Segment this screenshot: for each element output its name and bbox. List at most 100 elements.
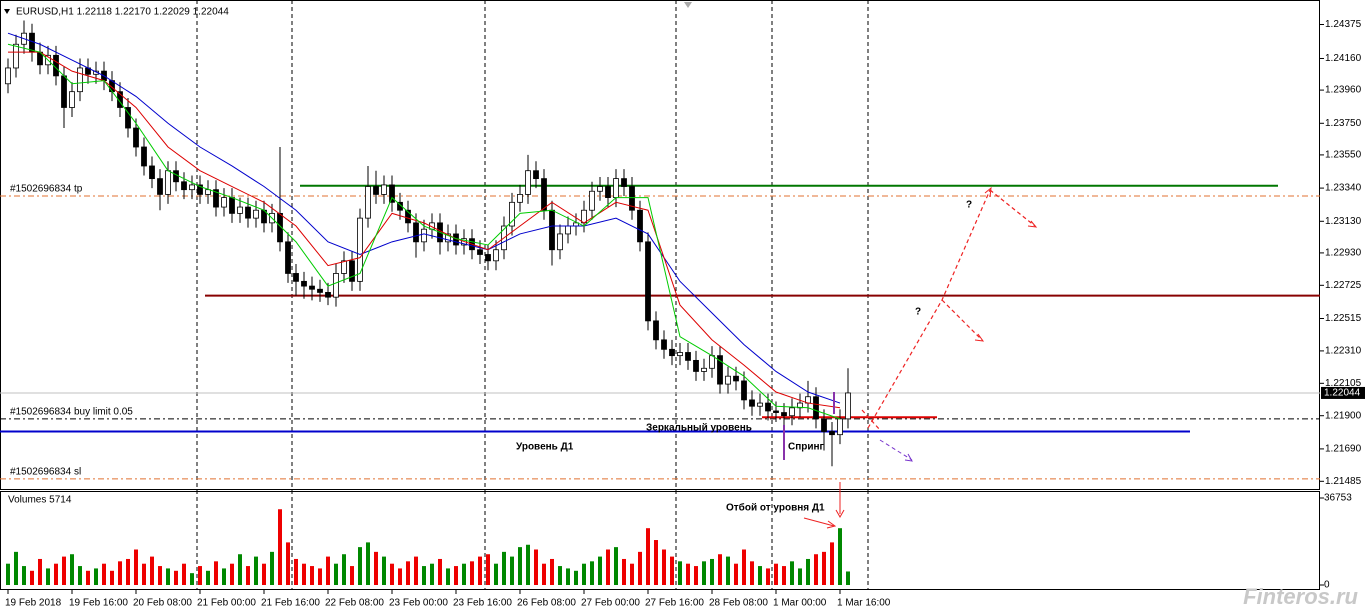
moving-average: [8, 51, 841, 409]
volume-bar: [334, 563, 338, 585]
volume-bar: [6, 563, 10, 585]
x-tick-label: 27 Feb 16:00: [645, 598, 704, 609]
volume-bar: [310, 566, 314, 585]
candle-body: [541, 178, 547, 211]
y-tick-label: 1.23960: [1325, 85, 1362, 96]
candle-body: [197, 184, 203, 195]
candle-body: [597, 186, 603, 192]
y-tick-label: 1.23550: [1325, 150, 1362, 161]
volume-bar: [38, 558, 42, 585]
volume-bar: [798, 568, 802, 585]
candle-body: [813, 396, 819, 420]
volume-bar: [534, 549, 538, 585]
volume-bar: [494, 563, 498, 585]
volume-bar: [302, 563, 306, 585]
current-price-label: 1.22044: [1324, 388, 1361, 399]
y-tick-label: 1.23340: [1325, 183, 1362, 194]
volume-bar: [182, 563, 186, 585]
volume-title: Volumes 5714: [8, 495, 72, 506]
volume-bar: [510, 556, 514, 585]
arrow-head: [826, 520, 837, 529]
volume-bar: [846, 571, 850, 585]
x-tick-label: 1 Mar 16:00: [837, 598, 891, 609]
candle-body: [181, 181, 187, 191]
x-tick-label: 28 Feb 08:00: [709, 598, 768, 609]
volume-bar: [222, 568, 226, 585]
candle-body: [165, 170, 171, 195]
volume-bar: [406, 561, 410, 585]
forecast-down: [861, 409, 881, 431]
y-tick-label: 0: [1324, 580, 1330, 591]
candle-body: [77, 67, 83, 93]
volume-bar: [686, 563, 690, 585]
volume-bar: [238, 554, 242, 585]
volume-bar: [654, 540, 658, 585]
candle-body: [445, 233, 451, 243]
volume-bar: [110, 570, 114, 585]
volume-bar: [86, 570, 90, 585]
y-tick-label: 1.22310: [1325, 346, 1362, 357]
volume-bar: [710, 558, 714, 585]
volume-bar: [126, 558, 130, 585]
candle-body: [613, 178, 619, 198]
candle-body: [13, 43, 19, 69]
volume-frame: [0, 491, 1320, 590]
candle-body: [717, 355, 723, 385]
volume-bar: [814, 554, 818, 585]
price-frame: [0, 0, 1320, 490]
y-tick-label: 1.22930: [1325, 248, 1362, 259]
candle-body: [701, 367, 707, 372]
candle-body: [557, 233, 563, 251]
volume-bar: [614, 547, 618, 585]
volume-bar: [30, 570, 34, 585]
volume-bar: [526, 544, 530, 585]
volume-bar: [278, 509, 282, 585]
forecast-arrows: [861, 189, 1036, 431]
candle-body: [117, 91, 123, 108]
volume-bar: [254, 556, 258, 585]
candle-body: [677, 352, 683, 357]
volume-bar: [342, 554, 346, 585]
volume-bar: [422, 566, 426, 585]
volume-bar: [550, 558, 554, 585]
volume-bar: [78, 566, 82, 585]
volume-bar: [46, 568, 50, 585]
candle-body: [757, 402, 763, 407]
volume-bar: [94, 568, 98, 585]
candle-body: [141, 146, 147, 167]
volume-bar: [246, 566, 250, 585]
volume-bar: [318, 568, 322, 585]
volume-bar: [774, 563, 778, 585]
volume-bar: [398, 568, 402, 585]
candle-body: [581, 209, 587, 224]
y-tick-label: 1.24375: [1325, 19, 1362, 30]
candle-body: [69, 91, 75, 108]
annotation: Уровень Д1: [516, 442, 574, 453]
candle-body: [565, 225, 571, 235]
volume-bar: [518, 547, 522, 585]
candle-body: [773, 410, 779, 413]
candle-body: [589, 190, 595, 211]
candle-body: [621, 178, 627, 187]
volume-bar: [574, 570, 578, 585]
moving-average: [7, 32, 841, 404]
volume-bar: [822, 551, 826, 585]
candle-body: [525, 170, 531, 195]
volume-bar: [286, 542, 290, 585]
volume-bar: [478, 556, 482, 585]
candle-body: [829, 431, 835, 436]
volume-bar: [414, 556, 418, 585]
y-tick-label: 1.23130: [1325, 216, 1362, 227]
candle-body: [765, 402, 771, 412]
current-price-box: [1321, 386, 1365, 399]
candle-body: [381, 184, 387, 195]
volume-bar: [638, 551, 642, 585]
candle-body: [349, 260, 355, 282]
volume-bar: [702, 561, 706, 585]
x-tick-label: 20 Feb 08:00: [133, 598, 192, 609]
volume-bar: [174, 570, 178, 585]
x-tick-label: 1 Mar 00:00: [773, 598, 827, 609]
volume-bar: [734, 563, 738, 585]
y-tick-label: 36753: [1324, 493, 1352, 504]
